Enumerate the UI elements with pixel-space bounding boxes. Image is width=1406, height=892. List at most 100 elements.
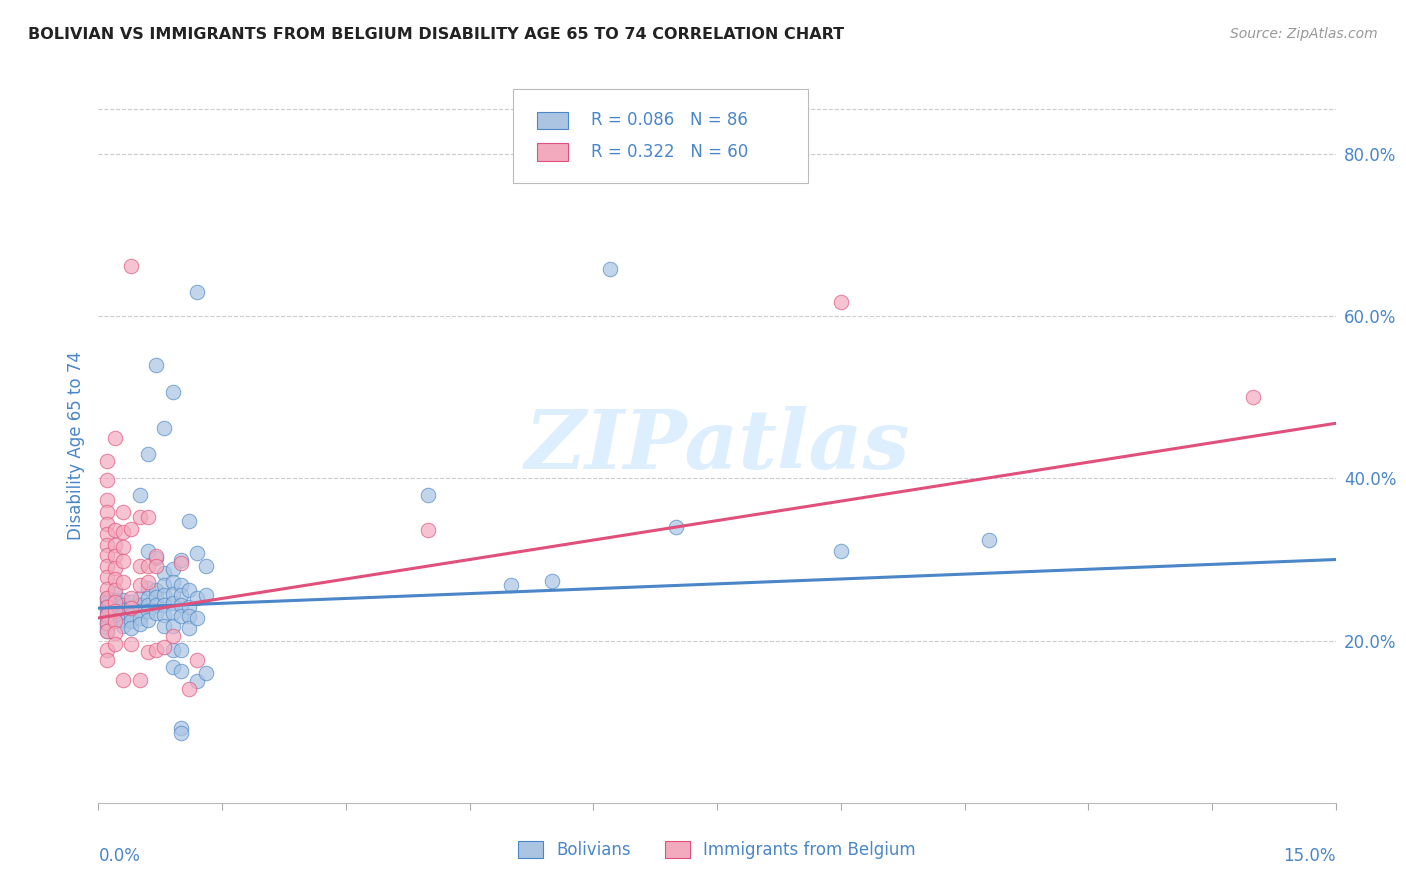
Point xyxy=(170,609,193,624)
Point xyxy=(120,601,142,615)
Point xyxy=(96,591,118,606)
Point xyxy=(120,621,142,635)
Point xyxy=(96,595,118,609)
Point xyxy=(104,593,127,607)
Point xyxy=(145,606,167,620)
Point xyxy=(112,607,135,622)
Point xyxy=(120,595,142,609)
Point xyxy=(179,599,201,614)
Point xyxy=(120,614,142,628)
Point xyxy=(104,613,127,627)
Point xyxy=(145,598,167,612)
Point xyxy=(145,549,167,564)
Point xyxy=(136,591,159,606)
Point xyxy=(96,538,118,552)
Point xyxy=(104,607,127,622)
Point xyxy=(128,617,150,632)
Point xyxy=(104,614,127,628)
Point xyxy=(145,583,167,598)
Point xyxy=(96,492,118,507)
Point xyxy=(104,583,127,598)
Point xyxy=(541,574,564,588)
Point xyxy=(104,586,127,600)
Point xyxy=(96,607,118,621)
Point xyxy=(96,570,118,584)
Point xyxy=(186,611,208,625)
Point xyxy=(830,544,852,558)
Point xyxy=(104,603,127,617)
Point xyxy=(153,566,176,580)
Point xyxy=(136,613,159,627)
Point xyxy=(186,653,208,667)
Point xyxy=(112,575,135,590)
Point xyxy=(499,578,522,592)
Point xyxy=(170,552,193,566)
Point xyxy=(112,554,135,568)
Point xyxy=(112,593,135,607)
Point xyxy=(153,588,176,602)
Point xyxy=(162,562,184,576)
Text: BOLIVIAN VS IMMIGRANTS FROM BELGIUM DISABILITY AGE 65 TO 74 CORRELATION CHART: BOLIVIAN VS IMMIGRANTS FROM BELGIUM DISA… xyxy=(28,27,844,42)
Point xyxy=(979,533,1001,547)
Point xyxy=(128,673,150,687)
Point xyxy=(128,598,150,612)
Point xyxy=(162,575,184,590)
Point xyxy=(136,645,159,659)
Point xyxy=(112,540,135,554)
Point xyxy=(104,637,127,651)
Point xyxy=(136,575,159,590)
Point xyxy=(96,615,118,630)
Point xyxy=(145,559,167,574)
Point xyxy=(170,643,193,657)
Point xyxy=(186,674,208,689)
Point xyxy=(136,559,159,574)
Point xyxy=(170,665,193,679)
Point xyxy=(418,488,440,502)
Point xyxy=(153,578,176,592)
Point xyxy=(128,488,150,502)
Point xyxy=(96,526,118,541)
Point xyxy=(162,619,184,633)
Point xyxy=(162,643,184,657)
Point xyxy=(96,473,118,487)
Point xyxy=(170,556,193,570)
Point xyxy=(96,603,118,617)
Point xyxy=(136,510,159,524)
Point xyxy=(136,581,159,595)
Point xyxy=(162,385,184,400)
Point xyxy=(162,659,184,673)
Point xyxy=(96,607,118,622)
Point xyxy=(96,653,118,667)
Point xyxy=(128,591,150,606)
Text: 0.0%: 0.0% xyxy=(98,847,141,865)
Point xyxy=(170,598,193,612)
Text: 15.0%: 15.0% xyxy=(1284,847,1336,865)
Point xyxy=(136,598,159,612)
Point xyxy=(136,604,159,618)
Point xyxy=(153,619,176,633)
Point xyxy=(136,447,159,461)
Point xyxy=(104,625,127,640)
Point xyxy=(104,524,127,538)
Point xyxy=(96,624,118,638)
Y-axis label: Disability Age 65 to 74: Disability Age 65 to 74 xyxy=(66,351,84,541)
Point xyxy=(186,546,208,560)
Legend: Bolivians, Immigrants from Belgium: Bolivians, Immigrants from Belgium xyxy=(512,834,922,866)
Point xyxy=(112,613,135,627)
Point xyxy=(96,506,118,520)
Point xyxy=(104,538,127,552)
Point xyxy=(120,259,142,273)
Point xyxy=(170,726,193,740)
Point xyxy=(153,640,176,654)
Point xyxy=(145,643,167,657)
Point xyxy=(104,604,127,618)
Point xyxy=(179,609,201,624)
Point xyxy=(112,598,135,612)
Point xyxy=(665,520,688,534)
Point xyxy=(128,559,150,574)
Point xyxy=(170,578,193,592)
Point xyxy=(96,548,118,562)
Point xyxy=(830,294,852,309)
Point xyxy=(96,611,118,625)
Point xyxy=(104,549,127,564)
